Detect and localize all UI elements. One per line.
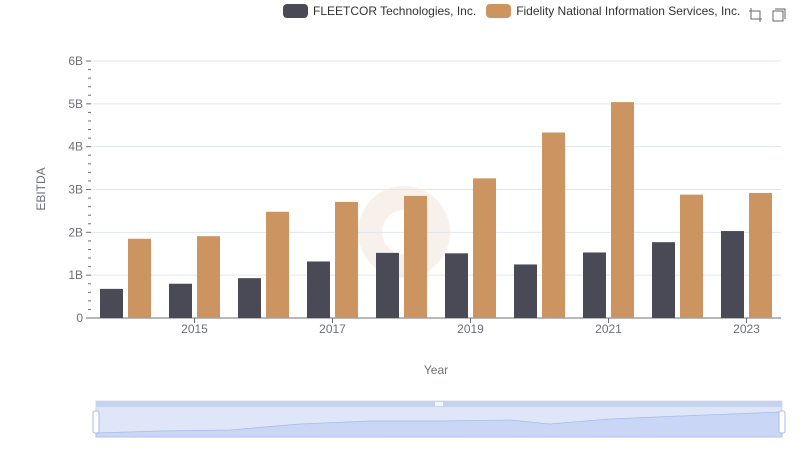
x-axis-title: Year bbox=[424, 363, 448, 377]
bar-fleetcor[interactable] bbox=[445, 253, 468, 318]
bar-fidelity[interactable] bbox=[266, 211, 289, 318]
bar-series bbox=[100, 102, 772, 319]
y-axis-labels: 0 1B 2B 3B 4B 5B 6B bbox=[68, 54, 83, 325]
bar-fleetcor[interactable] bbox=[238, 278, 261, 318]
bar-fleetcor[interactable] bbox=[100, 288, 123, 318]
y-axis-title: EBITDA bbox=[34, 167, 48, 210]
legend: FLEETCOR Technologies, Inc. Fidelity Nat… bbox=[283, 4, 750, 18]
bar-fleetcor[interactable] bbox=[376, 252, 399, 318]
bar-fidelity[interactable] bbox=[128, 238, 151, 318]
bar-fleetcor[interactable] bbox=[721, 231, 744, 318]
y-tick-label: 0 bbox=[76, 311, 83, 325]
bar-fleetcor[interactable] bbox=[652, 242, 675, 318]
bar-fidelity[interactable] bbox=[473, 178, 496, 318]
data-zoom-move-grip[interactable] bbox=[435, 402, 443, 406]
y-tick-label: 1B bbox=[68, 268, 83, 282]
legend-swatch-fleetcor bbox=[283, 4, 308, 18]
legend-item-fidelity[interactable]: Fidelity National Information Services, … bbox=[486, 4, 740, 18]
y-minor-ticks bbox=[88, 69, 91, 310]
bar-fleetcor[interactable] bbox=[169, 283, 192, 318]
y-tick-label: 5B bbox=[68, 97, 83, 111]
x-tick-label: 2015 bbox=[181, 322, 208, 336]
restore-icon[interactable] bbox=[769, 6, 787, 24]
toolbox bbox=[747, 6, 791, 24]
grid-lines bbox=[86, 60, 781, 319]
bar-fidelity[interactable] bbox=[542, 132, 565, 318]
bar-fidelity[interactable] bbox=[680, 194, 703, 318]
zoom-icon[interactable] bbox=[747, 6, 765, 24]
bar-fleetcor[interactable] bbox=[307, 261, 330, 318]
bar-fleetcor[interactable] bbox=[583, 252, 606, 318]
legend-item-fleetcor[interactable]: FLEETCOR Technologies, Inc. bbox=[283, 4, 476, 18]
x-tick-label: 2019 bbox=[457, 322, 484, 336]
bar-fidelity[interactable] bbox=[749, 192, 772, 318]
y-tick-label: 6B bbox=[68, 54, 83, 68]
bar-fidelity[interactable] bbox=[197, 236, 220, 318]
bar-fidelity[interactable] bbox=[404, 195, 427, 318]
y-tick-label: 2B bbox=[68, 225, 83, 239]
x-tick-label: 2021 bbox=[595, 322, 622, 336]
data-zoom-slider[interactable] bbox=[92, 400, 786, 438]
x-axis-ticks bbox=[194, 318, 747, 323]
legend-swatch-fidelity bbox=[486, 4, 512, 18]
bar-fleetcor[interactable] bbox=[514, 264, 537, 318]
y-tick-label: 4B bbox=[68, 140, 83, 154]
data-zoom-left-handle[interactable] bbox=[92, 410, 100, 434]
y-tick-label: 3B bbox=[68, 183, 83, 197]
x-tick-label: 2017 bbox=[319, 322, 346, 336]
x-axis-labels: 2015 2017 2019 2021 2023 bbox=[181, 322, 760, 336]
bar-fidelity[interactable] bbox=[611, 102, 634, 319]
legend-label-fleetcor: FLEETCOR Technologies, Inc. bbox=[313, 4, 477, 18]
legend-label-fidelity: Fidelity National Information Services, … bbox=[516, 4, 741, 18]
x-tick-label: 2023 bbox=[733, 322, 760, 336]
bar-fidelity[interactable] bbox=[335, 201, 358, 318]
data-zoom-right-handle[interactable] bbox=[778, 410, 786, 434]
